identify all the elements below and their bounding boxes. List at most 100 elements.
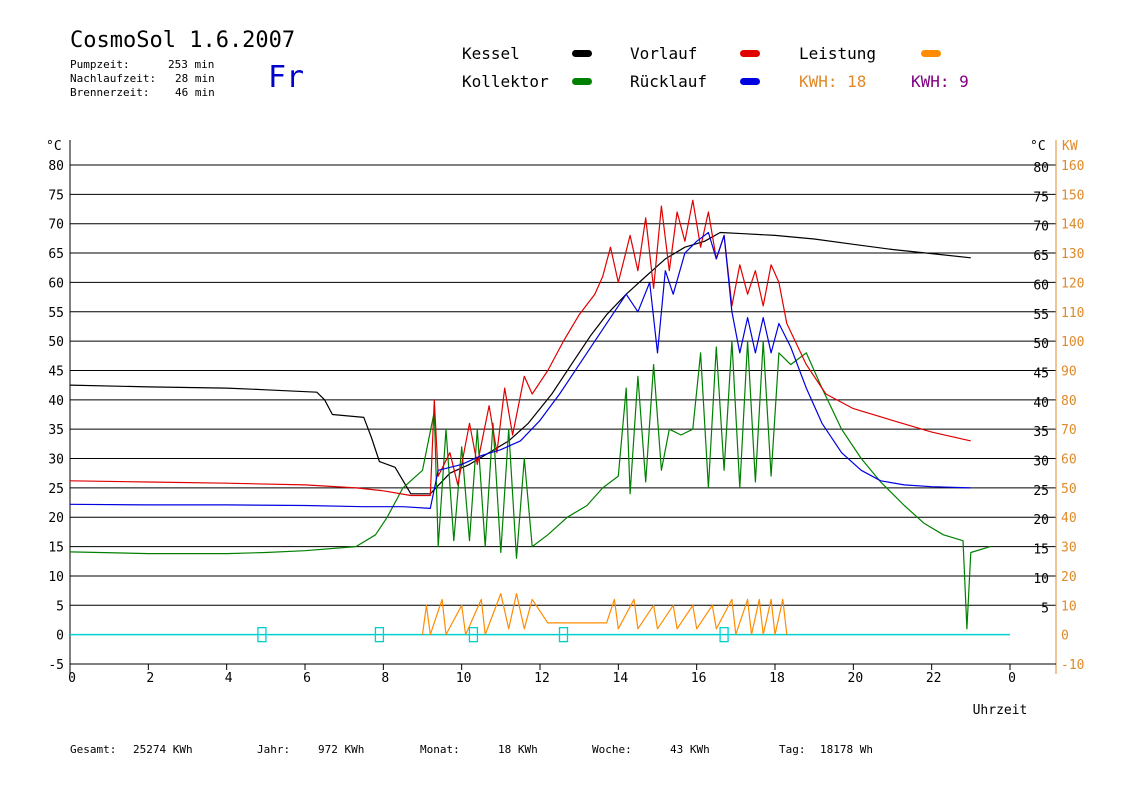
x-tick-8: 16 bbox=[691, 671, 707, 686]
y2-tick-120: 120 bbox=[1061, 276, 1084, 291]
y-tick-left-70: 70 bbox=[48, 218, 64, 233]
y2-axis-unit: KW bbox=[1062, 139, 1078, 154]
y-tick-left-65: 65 bbox=[48, 247, 64, 262]
y-tick-left-35: 35 bbox=[48, 423, 64, 438]
x-tick-0: 0 bbox=[68, 671, 76, 686]
time-marker-1 bbox=[374, 626, 385, 643]
y2-tick-60: 60 bbox=[1061, 453, 1077, 468]
y-tick-left-10: 10 bbox=[48, 570, 64, 585]
y-tick-left-5: 5 bbox=[56, 599, 64, 614]
legend-leistung-swatch bbox=[921, 50, 941, 57]
chart-title: CosmoSol 1.6.2007 bbox=[70, 28, 296, 53]
y-tick-right-15: 15 bbox=[1033, 543, 1049, 558]
x-tick-2: 4 bbox=[225, 671, 233, 686]
x-tick-4: 8 bbox=[381, 671, 389, 686]
y-tick-right-20: 20 bbox=[1033, 513, 1049, 528]
x-tick-12: 0 bbox=[1008, 671, 1016, 686]
legend-kessel-swatch bbox=[572, 50, 592, 57]
stat-nachlaufzeit-label: Nachlaufzeit: bbox=[70, 72, 157, 85]
y2-tick-100: 100 bbox=[1061, 335, 1084, 350]
legend-ruecklauf-swatch bbox=[740, 78, 760, 85]
y-tick-right-30: 30 bbox=[1033, 455, 1049, 470]
legend-kollektor-label: Kollektor bbox=[462, 72, 549, 91]
y-tick-right-5: 5 bbox=[1041, 601, 1049, 616]
y-tick-right-10: 10 bbox=[1033, 572, 1049, 587]
y2-tick-160: 160 bbox=[1061, 159, 1084, 174]
footer-jahr-value: 972 KWh bbox=[318, 743, 365, 756]
stat-nachlaufzeit-value: 28 min bbox=[175, 72, 215, 85]
y2-tick-0: 0 bbox=[1061, 629, 1069, 644]
x-tick-3: 6 bbox=[303, 671, 311, 686]
y-tick-right-75: 75 bbox=[1033, 190, 1049, 205]
footer-monat-value: 18 KWh bbox=[498, 743, 538, 756]
y-tick-left-80: 80 bbox=[48, 159, 64, 174]
y-tick-left-25: 25 bbox=[48, 482, 64, 497]
y-axis-unit-right: °C bbox=[1030, 139, 1046, 154]
time-marker-0 bbox=[257, 626, 267, 643]
stat-brennerzeit-value: 46 min bbox=[175, 86, 215, 99]
stat-brennerzeit-label: Brennerzeit: bbox=[70, 86, 150, 99]
y-axis-unit-left: °C bbox=[46, 139, 62, 154]
footer-tag-label: Tag: bbox=[779, 743, 806, 756]
legend-kessel-label: Kessel bbox=[462, 44, 520, 63]
y-tick-right-70: 70 bbox=[1033, 220, 1049, 235]
y-tick-left--5: -5 bbox=[48, 658, 64, 673]
y2-tick-20: 20 bbox=[1061, 570, 1077, 585]
footer-tag-value: 18178 Wh bbox=[820, 743, 873, 756]
y-tick-left-75: 75 bbox=[48, 188, 64, 203]
footer-woche-value: 43 KWh bbox=[670, 743, 710, 756]
y-tick-left-60: 60 bbox=[48, 276, 64, 291]
series-line-vorlauf bbox=[69, 199, 971, 497]
y-tick-right-65: 65 bbox=[1033, 249, 1049, 264]
y-tick-left-55: 55 bbox=[48, 306, 64, 321]
y2-tick-10: 10 bbox=[1061, 599, 1077, 614]
y-tick-right-40: 40 bbox=[1033, 396, 1049, 411]
footer-jahr-label: Jahr: bbox=[257, 743, 291, 756]
series-line-leistung bbox=[421, 593, 788, 636]
y2-tick-110: 110 bbox=[1061, 306, 1084, 321]
y-tick-right-60: 60 bbox=[1033, 278, 1049, 293]
legend-vorlauf-swatch bbox=[740, 50, 760, 57]
y-tick-left-50: 50 bbox=[48, 335, 64, 350]
series-line-rücklauf bbox=[69, 231, 971, 509]
footer-woche-label: Woche: bbox=[592, 743, 632, 756]
stat-pumpzeit-label: Pumpzeit: bbox=[70, 58, 130, 71]
time-marker-4 bbox=[719, 626, 729, 643]
y-tick-right-25: 25 bbox=[1033, 484, 1049, 499]
y2-tick-50: 50 bbox=[1061, 482, 1077, 497]
series-line-kollektor bbox=[69, 340, 991, 630]
y2-tick-70: 70 bbox=[1061, 423, 1077, 438]
footer-gesamt-label: Gesamt: bbox=[70, 743, 117, 756]
time-marker-3 bbox=[558, 626, 569, 643]
x-tick-6: 12 bbox=[534, 671, 550, 686]
y-tick-left-20: 20 bbox=[48, 511, 64, 526]
y2-tick-140: 140 bbox=[1061, 218, 1084, 233]
y-tick-right-50: 50 bbox=[1033, 337, 1049, 352]
x-axis-label: Uhrzeit bbox=[973, 703, 1028, 718]
y2-tick-130: 130 bbox=[1061, 247, 1084, 262]
y2-tick-90: 90 bbox=[1061, 364, 1077, 379]
footer-gesamt-value: 25274 KWh bbox=[133, 743, 193, 756]
weekday-label: Fr bbox=[268, 60, 305, 95]
y2-tick-80: 80 bbox=[1061, 394, 1077, 409]
x-tick-1: 2 bbox=[146, 671, 154, 686]
y-tick-left-45: 45 bbox=[48, 364, 64, 379]
y-tick-right-80: 80 bbox=[1033, 161, 1049, 176]
y2-tick-150: 150 bbox=[1061, 188, 1084, 203]
footer-monat-label: Monat: bbox=[420, 743, 460, 756]
y-tick-right-35: 35 bbox=[1033, 425, 1049, 440]
y2-tick--10: -10 bbox=[1061, 658, 1084, 673]
x-tick-9: 18 bbox=[769, 671, 785, 686]
x-tick-7: 14 bbox=[613, 671, 629, 686]
stat-pumpzeit-value: 253 min bbox=[168, 58, 215, 71]
legend-kollektor-swatch bbox=[572, 78, 592, 85]
y-tick-left-0: 0 bbox=[56, 629, 64, 644]
y-tick-left-40: 40 bbox=[48, 394, 64, 409]
y2-tick-30: 30 bbox=[1061, 541, 1077, 556]
legend-kwh-second: KWH: 9 bbox=[911, 72, 969, 91]
time-marker-2 bbox=[468, 626, 479, 643]
y-tick-left-15: 15 bbox=[48, 541, 64, 556]
y2-tick-40: 40 bbox=[1061, 511, 1077, 526]
x-tick-11: 22 bbox=[926, 671, 942, 686]
